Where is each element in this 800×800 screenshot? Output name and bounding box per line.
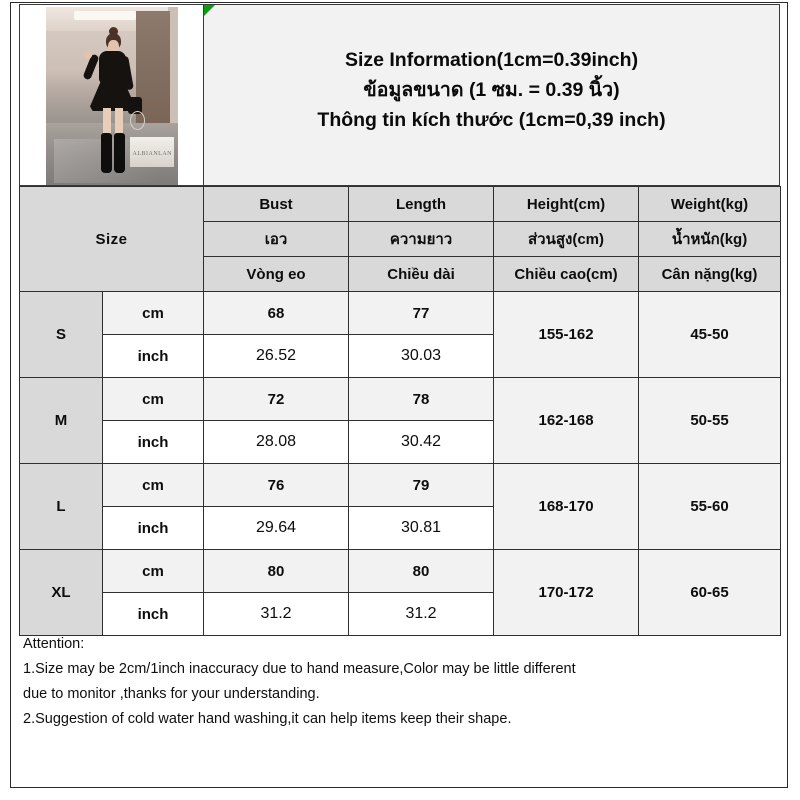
- size-table: Size Bust Length Height(cm) Weight(kg) เ…: [18, 186, 782, 636]
- photo-right-wall: [168, 7, 178, 129]
- model-right-boot: [114, 133, 125, 173]
- bust-inch-l: 29.64: [203, 506, 350, 550]
- model-left-boot: [101, 133, 112, 173]
- attention-heading: Attention:: [23, 636, 85, 652]
- size-header-cell: Size: [18, 186, 205, 292]
- weight-s: 45-50: [638, 291, 782, 378]
- col-header-length-vi: Chiều dài: [348, 256, 495, 292]
- length-cm-m: 78: [348, 377, 495, 421]
- weight-m: 50-55: [638, 377, 782, 464]
- model-hair-bun: [109, 27, 118, 36]
- header-row-th: เอว ความยาว ส่วนสูง(cm) น้ำหนัก(kg): [20, 221, 782, 257]
- green-triangle-icon: [204, 5, 215, 16]
- unit-cell-cm: cm: [101, 549, 205, 593]
- col-header-weight-en: Weight(kg): [638, 186, 782, 222]
- product-photo: ALBIANLAN: [46, 7, 178, 185]
- length-inch-xl: 31.2: [348, 592, 495, 636]
- bust-cm-s: 68: [203, 291, 350, 335]
- table-row: L cm 76 79 168-170 55-60: [19, 463, 782, 550]
- attention-line-3: 2.Suggestion of cold water hand washing,…: [23, 711, 512, 727]
- col-header-height-vi: Chiều cao(cm): [493, 256, 640, 292]
- table-row: inch 28.08 30.42: [20, 420, 781, 464]
- unit-cell-cm: cm: [101, 291, 205, 335]
- length-cm-l: 79: [348, 463, 495, 507]
- size-cell-m: M: [19, 377, 103, 464]
- unit-cell-inch: inch: [101, 506, 205, 550]
- col-header-height-th: ส่วนสูง(cm): [493, 221, 640, 257]
- model-handbag: [128, 97, 142, 114]
- unit-cell-cm: cm: [101, 463, 205, 507]
- header-row-vi: Vòng eo Chiều dài Chiều cao(cm) Cân nặng…: [20, 256, 782, 292]
- length-inch-m: 30.42: [348, 420, 495, 464]
- length-cm-xl: 80: [348, 549, 495, 593]
- title-line-vi: Thông tin kích thước (1cm=0,39 inch): [317, 109, 666, 131]
- unit-cell-inch: inch: [101, 592, 205, 636]
- bust-inch-xl: 31.2: [203, 592, 350, 636]
- weight-l: 55-60: [638, 463, 782, 550]
- bust-inch-m: 28.08: [203, 420, 350, 464]
- col-header-bust-th: เอว: [203, 221, 350, 257]
- photo-ceiling-light: [74, 11, 136, 20]
- title-cell: Size Information(1cm=0.39inch) ข้อมูลขนา…: [203, 4, 780, 186]
- col-header-bust-vi: Vòng eo: [203, 256, 350, 292]
- col-header-weight-th: น้ำหนัก(kg): [638, 221, 782, 257]
- title-line-en: Size Information(1cm=0.39inch): [344, 49, 639, 71]
- model-black-top: [99, 51, 126, 83]
- model-left-leg: [103, 108, 111, 138]
- size-cell-s: S: [19, 291, 103, 378]
- unit-cell-cm: cm: [101, 377, 205, 421]
- col-header-length-en: Length: [348, 186, 495, 222]
- top-band: ALBIANLAN Size Information(1cm=0.39inch)…: [19, 4, 780, 186]
- attention-line-2: due to monitor ,thanks for your understa…: [23, 686, 320, 702]
- table-row: XL cm 80 80 170-172 60-65: [19, 549, 782, 636]
- title-line-th: ข้อมูลขนาด (1 ซม. = 0.39 นิ้ว): [363, 79, 620, 101]
- height-s: 155-162: [493, 291, 640, 378]
- model-right-leg: [115, 108, 123, 138]
- length-inch-l: 30.81: [348, 506, 495, 550]
- size-cell-xl: XL: [19, 549, 103, 636]
- bust-cm-m: 72: [203, 377, 350, 421]
- height-l: 168-170: [493, 463, 640, 550]
- table-row: S cm 68 77 155-162 45-50: [19, 291, 782, 378]
- header-row-en: Size Bust Length Height(cm) Weight(kg): [18, 186, 782, 292]
- product-photo-cell: ALBIANLAN: [19, 4, 203, 186]
- col-header-length-th: ความยาว: [348, 221, 495, 257]
- size-cell-l: L: [19, 463, 103, 550]
- bust-cm-l: 76: [203, 463, 350, 507]
- weight-xl: 60-65: [638, 549, 782, 636]
- col-header-weight-vi: Cân nặng(kg): [638, 256, 782, 292]
- attention-line-1: 1.Size may be 2cm/1inch inaccuracy due t…: [23, 661, 576, 677]
- table-row: M cm 72 78 162-168 50-55: [19, 377, 782, 464]
- attention-section: Attention: 1.Size may be 2cm/1inch inacc…: [19, 628, 780, 732]
- col-header-bust-en: Bust: [203, 186, 350, 222]
- model-left-hand: [84, 51, 92, 59]
- photo-watermark: ALBIANLAN: [132, 151, 172, 157]
- height-m: 162-168: [493, 377, 640, 464]
- length-inch-s: 30.03: [348, 334, 495, 378]
- bust-cm-xl: 80: [203, 549, 350, 593]
- unit-cell-inch: inch: [101, 334, 205, 378]
- table-row: inch 29.64 30.81: [20, 506, 781, 550]
- col-header-height-en: Height(cm): [493, 186, 640, 222]
- bust-inch-s: 26.52: [203, 334, 350, 378]
- table-row: inch 31.2 31.2: [20, 592, 781, 636]
- model-handbag-strap: [130, 111, 145, 130]
- height-xl: 170-172: [493, 549, 640, 636]
- model-face: [108, 40, 119, 53]
- unit-cell-inch: inch: [101, 420, 205, 464]
- length-cm-s: 77: [348, 291, 495, 335]
- photo-wall-panel: [130, 137, 174, 167]
